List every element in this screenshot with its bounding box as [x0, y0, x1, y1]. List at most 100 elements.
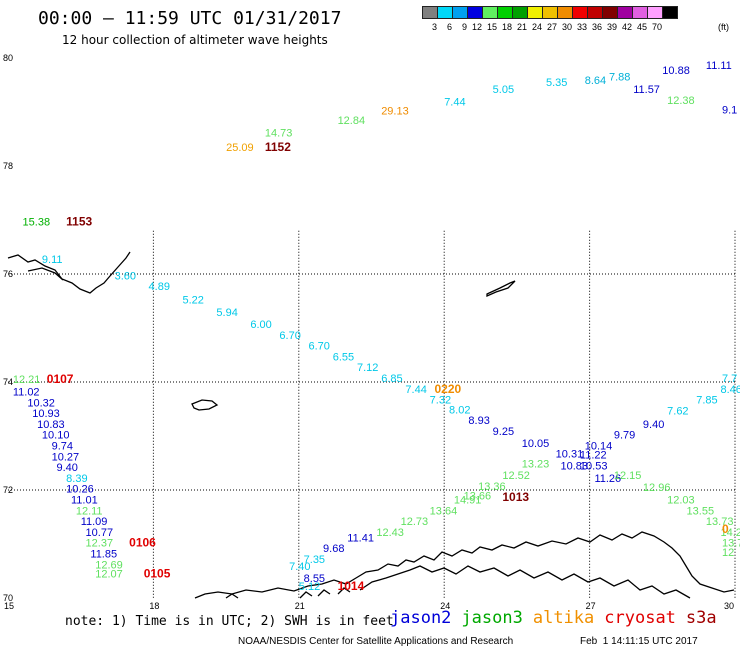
- latitude-label: 80: [3, 53, 13, 63]
- wave-height-label: 5.12: [299, 581, 320, 593]
- wave-height-label: 7.44: [405, 384, 426, 396]
- wave-height-label: 10.10: [42, 430, 70, 442]
- wave-height-label: 14.24: [720, 527, 740, 539]
- legend-labels: 3 6 9 12 15 18 21 24 27 30 33 36 39 42 45 70: [422, 22, 677, 32]
- pass-time-label: 1014: [338, 579, 365, 593]
- wave-height-label: 13.76: [722, 538, 740, 550]
- wave-height-label: 7.88: [609, 72, 630, 84]
- wave-height-label: 11.85: [90, 549, 117, 561]
- wave-height-label: 8.02: [449, 404, 470, 416]
- pass-time-label: 0220: [435, 382, 462, 396]
- wave-height-label: 10.05: [522, 438, 550, 450]
- color-legend: 3 6 9 12 15 18 21 24 27 30 33 36 39 42 45 70: [422, 6, 678, 32]
- pass-time-label: 0106: [129, 536, 156, 550]
- wave-height-label: 13.36: [478, 481, 506, 493]
- legend-swatch: [662, 6, 678, 19]
- wave-height-label: 12.07: [95, 568, 123, 580]
- coastline-norway: [194, 531, 735, 599]
- wave-height-label: 8.55: [304, 573, 325, 585]
- legend-bin-label: 36: [591, 22, 602, 32]
- satellite-label: cryosat: [604, 608, 676, 628]
- coastline-svalbard-south-2: [27, 267, 64, 281]
- wave-height-label: 9.40: [643, 419, 664, 431]
- wave-height-label: 12.43: [376, 527, 404, 539]
- wave-height-label: 5.94: [216, 307, 237, 319]
- coastline: [7, 251, 735, 599]
- wave-height-label: 7.32: [430, 395, 451, 407]
- wave-height-label: 14.91: [454, 495, 482, 507]
- legend-bin-label: 27: [546, 22, 557, 32]
- coastline-svalbard-south: [7, 251, 131, 294]
- wave-height-label: 11.22: [580, 450, 607, 462]
- latitude-label: 70: [3, 593, 13, 603]
- legend-bin-label: 15: [486, 22, 497, 32]
- page-subtitle: 12 hour collection of altimeter wave hei…: [62, 33, 328, 47]
- wave-height-label: 10.32: [27, 397, 55, 409]
- wave-height-label: 7.85: [696, 395, 717, 407]
- wave-height-label: 10.77: [86, 527, 114, 539]
- legend-bin-label: 24: [531, 22, 542, 32]
- legend-bin-label: 6: [446, 22, 452, 32]
- wave-height-label: 12.15: [614, 470, 642, 482]
- wave-height-label: 10.53: [580, 460, 608, 472]
- page-title: 00:00 – 11:59 UTC 01/31/2017: [38, 8, 342, 29]
- legend-bin-label: 70: [651, 22, 662, 32]
- legend-bin-label: 33: [576, 22, 587, 32]
- longitude-label: 15: [4, 601, 14, 611]
- wave-height-label: 12.96: [643, 482, 671, 494]
- wave-height-label: 11.01: [71, 495, 98, 507]
- footer-timestamp: Feb 1 14:11:15 UTC 2017: [580, 636, 698, 647]
- legend-unit: (ft): [718, 22, 729, 32]
- wave-height-label: 10.83: [37, 419, 65, 431]
- satellite-legend: jason2 jason3 altika cryosat s3a: [390, 608, 727, 628]
- wave-height-label: 8.64: [585, 75, 606, 87]
- wave-height-label: 6.85: [381, 373, 402, 385]
- legend-bin-label: 30: [561, 22, 572, 32]
- pass-time-label: 1152: [265, 140, 291, 154]
- legend-bin-label: 45: [636, 22, 647, 32]
- footer-note: note: 1) Time is in UTC; 2) SWH is in fe…: [65, 614, 394, 629]
- pass-time-label: 1153: [66, 214, 92, 228]
- wave-height-label: 8.46: [720, 384, 740, 396]
- wave-height-label: 9.25: [493, 426, 514, 438]
- longitude-label: 30: [724, 601, 734, 611]
- wave-height-label: 12.11: [76, 505, 103, 517]
- wave-height-label: 5.35: [546, 77, 567, 89]
- wave-height-label: 9.74: [52, 441, 73, 453]
- wave-height-label: 4.89: [149, 281, 170, 293]
- pass-time-label: 0107: [47, 372, 74, 386]
- wave-height-label: 12.52: [502, 470, 530, 482]
- satellite-label: jason3: [461, 608, 523, 628]
- wave-height-label: 13.66: [464, 491, 492, 503]
- longitude-label: 18: [149, 601, 159, 611]
- legend-bin-label: 18: [501, 22, 512, 32]
- wave-height-label: 6.55: [333, 351, 354, 363]
- legend-bin-label: 12: [471, 22, 482, 32]
- wave-height-label: 10.14: [585, 441, 613, 453]
- wave-height-label: 14.73: [265, 127, 293, 139]
- wave-height-label: 5.22: [182, 295, 203, 307]
- pass-time-label: 0: [722, 522, 729, 536]
- wave-height-label: 11.26: [594, 473, 621, 485]
- legend-bin-label: 9: [461, 22, 467, 32]
- footer-credit: NOAA/NESDIS Center for Satellite Applica…: [238, 636, 514, 647]
- wave-height-label: 9.1: [722, 105, 737, 117]
- wave-height-label: 7.12: [357, 362, 378, 374]
- wave-height-label: 29.13: [381, 106, 409, 118]
- wave-height-label: 12.69: [95, 559, 123, 571]
- legend-bin-label: 21: [516, 22, 527, 32]
- wave-height-label: 6.70: [279, 330, 300, 342]
- wave-height-label: 12.84: [338, 115, 366, 127]
- legend-bin-label: 3: [431, 22, 437, 32]
- wave-height-label: 11.41: [347, 532, 374, 544]
- wave-height-label: 10.88: [662, 65, 690, 77]
- wave-height-label: 12.03: [667, 495, 695, 507]
- wave-height-label: 12.21: [13, 374, 41, 386]
- pass-time-label: 0105: [144, 566, 171, 580]
- latitude-label: 74: [3, 377, 13, 387]
- wave-height-label: 10.27: [52, 451, 80, 463]
- satellite-label: jason2: [390, 608, 452, 628]
- longitude-label: 27: [586, 601, 596, 611]
- lat-lon-grid: [8, 230, 736, 598]
- wave-height-label: 11.02: [13, 387, 40, 399]
